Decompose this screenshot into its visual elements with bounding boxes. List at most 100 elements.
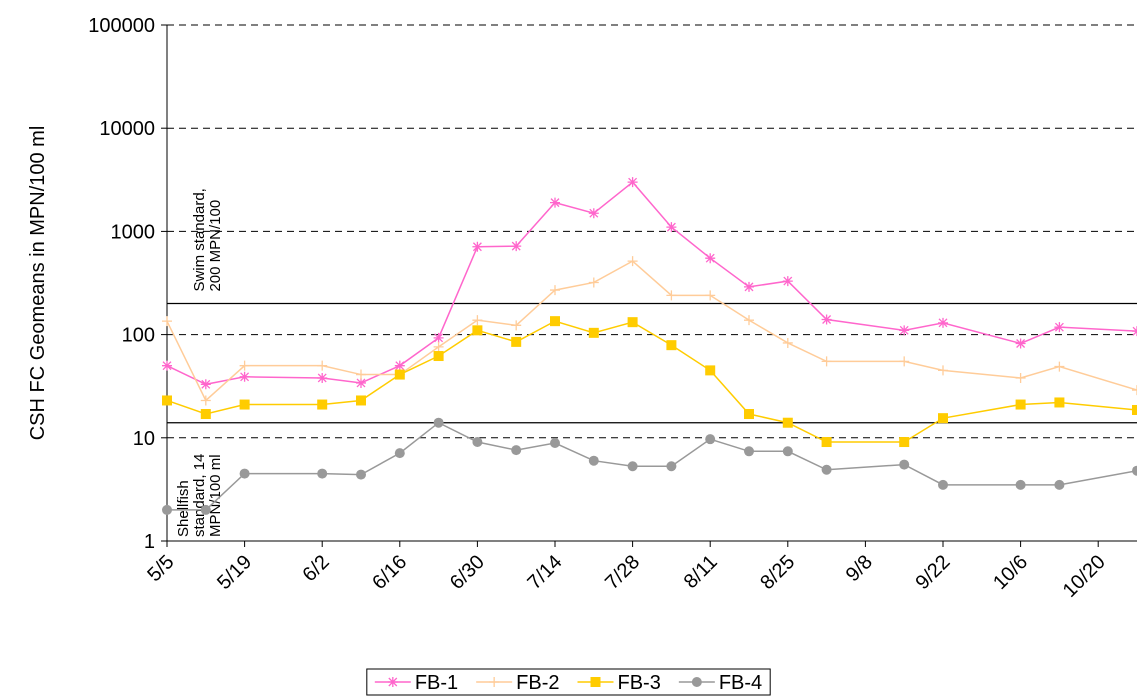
marker: [1015, 372, 1026, 383]
marker: [239, 360, 250, 371]
x-tick-label: 6/30: [446, 551, 489, 594]
marker: [550, 316, 560, 327]
marker: [691, 677, 702, 687]
marker: [666, 222, 677, 233]
marker: [938, 479, 948, 490]
marker: [1015, 479, 1026, 490]
series-line: [166, 181, 1137, 386]
marker: [433, 417, 444, 428]
marker: [162, 360, 172, 371]
marker: [1015, 399, 1026, 410]
marker: [162, 395, 172, 406]
series-line: [166, 260, 1137, 402]
marker: [821, 314, 832, 325]
marker: [782, 417, 793, 428]
marker: [627, 177, 638, 188]
legend: FB-1 FB-2 FB-3 FB-4: [366, 668, 771, 696]
y-tick-label: 100: [122, 325, 155, 347]
marker: [705, 253, 716, 264]
marker: [394, 448, 405, 459]
marker: [744, 409, 754, 420]
marker: [511, 336, 522, 347]
marker: [1054, 479, 1065, 490]
marker: [782, 276, 793, 287]
legend-label: FB-3: [618, 672, 661, 694]
marker: [1132, 404, 1137, 415]
marker: [938, 413, 948, 424]
reference-label-line: standard, 14: [191, 454, 208, 537]
x-tick-label: 10/20: [1059, 551, 1110, 602]
marker: [356, 469, 366, 480]
marker: [394, 360, 405, 371]
reference-label-line: MPN/100 ml: [207, 454, 224, 537]
marker: [590, 677, 601, 687]
marker: [200, 504, 211, 515]
marker: [356, 369, 366, 380]
marker: [511, 320, 522, 331]
marker: [627, 317, 638, 328]
legend-label: FB-1: [415, 672, 458, 694]
marker: [1132, 465, 1137, 476]
marker: [821, 437, 832, 448]
reference-label: Swim standard,200 MPN/100: [191, 188, 224, 291]
marker: [472, 315, 483, 326]
x-tick-label: 9/22: [911, 551, 954, 594]
marker: [511, 445, 522, 456]
marker: [200, 395, 211, 406]
x-tick-label: 6/2: [299, 551, 334, 586]
marker: [705, 434, 716, 445]
y-tick-label: 100000: [88, 15, 155, 37]
x-tick-label: 10/6: [989, 551, 1032, 594]
y-tick-label: 10000: [99, 118, 155, 140]
reference-label: Shellfishstandard, 14MPN/100 ml: [175, 454, 224, 537]
marker: [1054, 397, 1065, 408]
marker: [317, 372, 328, 383]
x-tick-label: 8/25: [756, 551, 799, 594]
marker: [550, 438, 560, 449]
x-tick-label: 8/11: [680, 551, 722, 593]
marker: [489, 677, 500, 687]
x-tick-label: 7/28: [601, 551, 644, 594]
y-tick-label: 1000: [111, 221, 156, 243]
x-tick-label: 5/19: [213, 551, 256, 594]
marker: [511, 241, 522, 252]
marker: [433, 341, 444, 352]
x-tick-label: 5/5: [143, 551, 178, 586]
x-tick-label: 6/16: [368, 551, 411, 594]
reference-label-line: Swim standard,: [191, 188, 208, 291]
marker: [356, 377, 366, 388]
marker: [588, 208, 599, 219]
marker: [744, 315, 754, 326]
marker: [1054, 361, 1065, 372]
legend-label: FB-4: [719, 672, 762, 694]
marker: [239, 399, 250, 410]
marker: [588, 327, 599, 338]
marker: [433, 351, 444, 362]
marker: [899, 325, 910, 336]
marker: [744, 446, 754, 457]
marker: [1015, 338, 1026, 349]
marker: [200, 409, 211, 420]
marker: [162, 504, 172, 515]
marker: [550, 285, 560, 296]
y-tick-label: 10: [133, 428, 155, 450]
marker: [200, 379, 211, 390]
marker: [938, 317, 948, 328]
marker: [472, 325, 483, 336]
marker: [162, 316, 172, 327]
marker: [472, 241, 483, 252]
marker: [356, 395, 366, 406]
marker: [627, 461, 638, 472]
legend-label: FB-2: [516, 672, 559, 694]
series-line: [166, 320, 1137, 443]
marker: [744, 281, 754, 292]
x-tick-label: 9/8: [842, 551, 877, 586]
marker: [588, 455, 599, 466]
marker: [472, 437, 483, 448]
marker: [387, 677, 398, 687]
marker: [899, 356, 910, 367]
marker: [394, 369, 405, 380]
marker: [1132, 385, 1137, 396]
marker: [627, 256, 638, 267]
